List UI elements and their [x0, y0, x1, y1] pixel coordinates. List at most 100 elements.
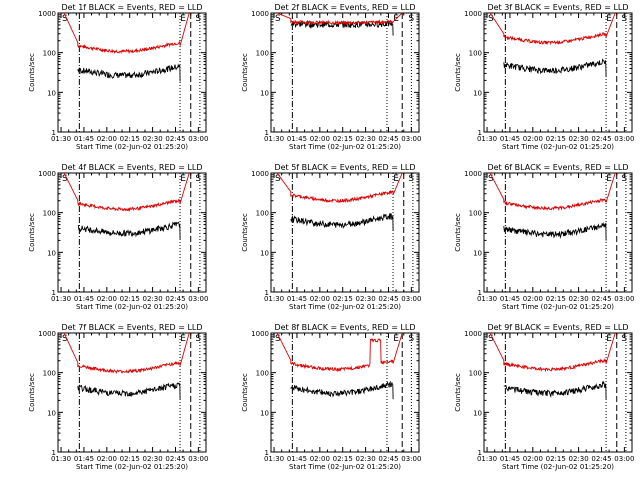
- y-axis-label: Counts/sec: [28, 213, 36, 252]
- x-tick-label: 02:30: [143, 295, 163, 303]
- series-events-line: [503, 58, 607, 77]
- y-axis-label: Counts/sec: [454, 53, 462, 92]
- x-tick-label: 03:00: [188, 295, 208, 303]
- marker-e: E: [606, 174, 612, 184]
- x-tick-label: 02:00: [310, 295, 330, 303]
- panel-det-5f: Det 5f BLACK = Events, RED = LLD 1 10 100 10…: [241, 163, 421, 311]
- panel-det-3f: Det 3f BLACK = Events, RED = LLD 1 10 100 10…: [454, 3, 634, 151]
- panel-det-4f: Det 4f BLACK = Events, RED = LLD 1 10 100 10…: [28, 163, 208, 311]
- marker-s: S: [275, 334, 281, 344]
- marker-s2: S: [621, 334, 627, 344]
- x-tick-label: 01:30: [264, 135, 284, 143]
- x-tick-label: 02:45: [591, 455, 611, 463]
- x-tick-label: 03:00: [614, 135, 634, 143]
- marker-s: S: [62, 334, 68, 344]
- y-axis-label: Counts/sec: [241, 213, 249, 252]
- y-tick-label: 10: [473, 409, 482, 417]
- plot-frame: [483, 172, 633, 293]
- marker-s: S: [488, 14, 494, 24]
- chart-title: Det 2f BLACK = Events, RED = LLD: [274, 3, 415, 12]
- y-tick-label: 1: [52, 289, 56, 297]
- plot-frame: [57, 12, 207, 133]
- y-axis-label: Counts/sec: [241, 53, 249, 92]
- x-axis-label: Start Time (02-Jun-02 01:25:20): [289, 143, 401, 151]
- y-tick-label: 100: [256, 370, 269, 378]
- y-tick-label: 1000: [38, 170, 56, 178]
- marker-s2: S: [195, 174, 201, 184]
- x-axis-label: Start Time (02-Jun-02 01:25:20): [289, 303, 401, 311]
- y-axis-label: Counts/sec: [28, 53, 36, 92]
- x-axis-label: Start Time (02-Jun-02 01:25:20): [76, 303, 188, 311]
- marker-e: E: [180, 174, 186, 184]
- panel-det-6f: Det 6f BLACK = Events, RED = LLD 1 10 100 10…: [454, 163, 634, 311]
- marker-s2: S: [408, 14, 414, 24]
- chart-title: Det 4f BLACK = Events, RED = LLD: [61, 163, 202, 172]
- y-tick-label: 1000: [38, 330, 56, 338]
- x-tick-label: 02:00: [97, 295, 117, 303]
- marker-s2: S: [408, 334, 414, 344]
- panel-det-1f: Det 1f BLACK = Events, RED = LLD 1 10 100 10…: [28, 3, 208, 151]
- x-tick-label: 01:45: [287, 455, 307, 463]
- y-axis-label: Counts/sec: [28, 373, 36, 412]
- series-lld-line: [276, 12, 403, 26]
- y-tick-label: 100: [256, 50, 269, 58]
- x-tick-label: 01:45: [500, 135, 520, 143]
- y-tick-label: 1: [52, 449, 56, 457]
- panel-det-8f: Det 8f BLACK = Events, RED = LLD 1 10 100 10…: [241, 323, 421, 471]
- x-tick-label: 03:00: [401, 135, 421, 143]
- x-tick-label: 02:45: [378, 455, 398, 463]
- plot-frame: [483, 12, 633, 133]
- x-tick-label: 03:00: [614, 455, 634, 463]
- x-tick-label: 02:30: [356, 135, 376, 143]
- x-tick-label: 03:00: [401, 295, 421, 303]
- y-tick-label: 10: [473, 89, 482, 97]
- chart-title: Det 8f BLACK = Events, RED = LLD: [274, 323, 415, 332]
- marker-s: S: [488, 334, 494, 344]
- marker-s: S: [275, 14, 281, 24]
- x-axis-label: Start Time (02-Jun-02 01:25:20): [76, 463, 188, 471]
- chart-title: Det 6f BLACK = Events, RED = LLD: [487, 163, 628, 172]
- x-tick-label: 02:15: [120, 135, 140, 143]
- x-tick-label: 02:30: [356, 295, 376, 303]
- y-tick-label: 1000: [251, 330, 269, 338]
- x-tick-label: 01:30: [51, 135, 71, 143]
- x-tick-label: 01:45: [287, 135, 307, 143]
- y-tick-label: 100: [43, 50, 56, 58]
- x-tick-label: 02:45: [591, 135, 611, 143]
- chart-title: Det 7f BLACK = Events, RED = LLD: [61, 323, 202, 332]
- x-tick-label: 02:15: [546, 455, 566, 463]
- y-tick-label: 100: [469, 210, 482, 218]
- y-tick-label: 10: [473, 249, 482, 257]
- y-tick-label: 10: [260, 409, 269, 417]
- x-axis-label: Start Time (02-Jun-02 01:25:20): [502, 303, 614, 311]
- marker-s2: S: [408, 174, 414, 184]
- y-tick-label: 100: [43, 370, 56, 378]
- y-tick-label: 100: [469, 50, 482, 58]
- x-tick-label: 02:30: [569, 455, 589, 463]
- plot-frame: [270, 332, 420, 453]
- x-tick-label: 02:15: [546, 295, 566, 303]
- marker-s2: S: [621, 14, 627, 24]
- x-tick-label: 02:00: [523, 295, 543, 303]
- x-tick-label: 02:45: [165, 455, 185, 463]
- y-tick-label: 100: [469, 370, 482, 378]
- y-tick-label: 100: [256, 210, 269, 218]
- panel-det-2f: Det 2f BLACK = Events, RED = LLD 1 10 100 10…: [241, 3, 421, 151]
- y-tick-label: 10: [47, 89, 56, 97]
- plot-frame: [57, 332, 207, 453]
- series-lld-line: [63, 172, 190, 212]
- series-lld-line: [63, 332, 190, 374]
- panel-det-9f: Det 9f BLACK = Events, RED = LLD 1 10 100 10…: [454, 323, 634, 471]
- x-tick-label: 02:15: [333, 135, 353, 143]
- x-axis-label: Start Time (02-Jun-02 01:25:20): [76, 143, 188, 151]
- marker-e: E: [393, 174, 399, 184]
- y-tick-label: 10: [47, 249, 56, 257]
- series-events-line: [77, 221, 181, 240]
- x-tick-label: 01:45: [500, 295, 520, 303]
- x-tick-label: 02:00: [97, 135, 117, 143]
- series-events-line: [77, 382, 181, 400]
- y-axis-label: Counts/sec: [454, 213, 462, 252]
- x-tick-label: 01:30: [477, 295, 497, 303]
- x-tick-label: 02:30: [143, 455, 163, 463]
